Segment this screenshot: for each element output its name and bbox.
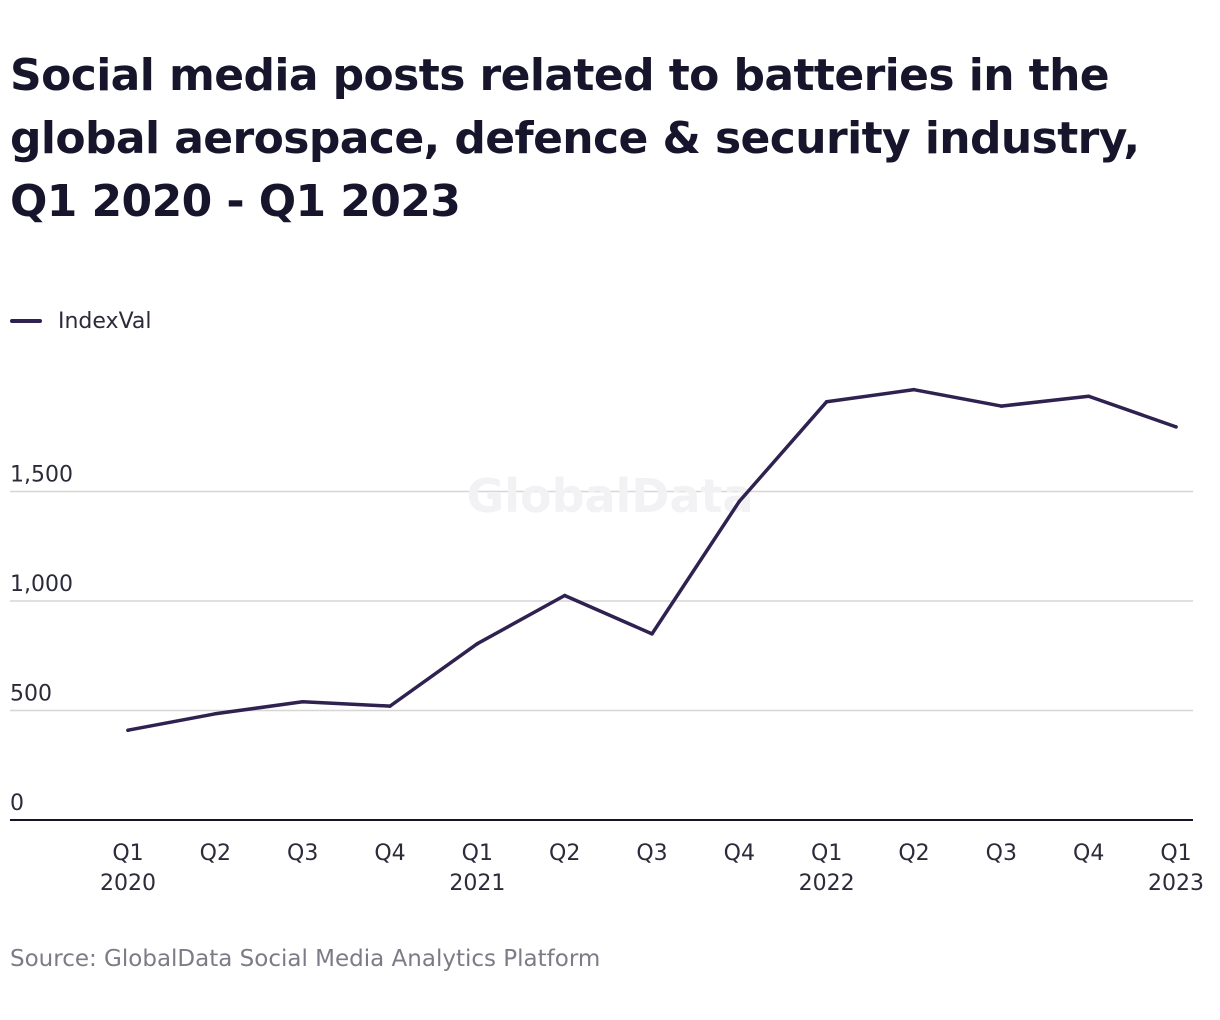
x-tick-label: Q3	[636, 841, 667, 866]
y-tick-label: 500	[10, 682, 52, 707]
gridlines	[10, 490, 1193, 712]
watermark: GlobalData	[466, 469, 753, 523]
x-tick-label: Q1 2021	[449, 841, 505, 896]
legend-label-indexval: IndexVal	[58, 308, 152, 334]
source-note: Source: GlobalData Social Media Analytic…	[10, 946, 601, 972]
x-tick-label: Q1 2022	[799, 841, 855, 896]
x-tick-label: Q4	[724, 841, 755, 866]
data-point	[1086, 394, 1091, 398]
data-point	[650, 632, 654, 636]
x-tick-label: Q2	[549, 841, 580, 866]
x-tick-label: Q2	[200, 841, 231, 866]
legend: IndexVal	[10, 306, 152, 336]
x-tick-label: Q2	[898, 841, 929, 866]
data-point	[737, 499, 742, 504]
data-point	[562, 593, 567, 598]
data-point	[475, 641, 480, 646]
data-point	[912, 387, 916, 392]
series-indexval	[126, 387, 1178, 732]
legend-swatch	[10, 319, 42, 323]
series-line	[126, 387, 1178, 732]
data-point	[824, 399, 829, 404]
chart-title: Social media posts related to batteries …	[10, 50, 1140, 227]
data-point	[300, 699, 305, 704]
data-point	[388, 704, 392, 708]
x-tick-label: Q1 2020	[100, 841, 156, 896]
data-point	[1174, 425, 1178, 429]
y-axis-ticks: 0 500 1,000 1,500	[10, 463, 73, 817]
data-point	[213, 712, 218, 716]
x-tick-label: Q4	[374, 841, 405, 866]
y-tick-label: 0	[10, 791, 24, 816]
y-tick-label: 1,000	[10, 572, 73, 597]
x-tick-label: Q1 2023	[1148, 841, 1204, 896]
data-point	[126, 728, 130, 732]
data-point	[999, 404, 1004, 408]
x-tick-label: Q3	[986, 841, 1017, 866]
y-tick-label: 1,500	[10, 463, 73, 488]
x-axis-ticks: Q1 2020 Q2 Q3 Q4 Q1 2021 Q2 Q3 Q4 Q1 2022 Q2 Q3 Q4 Q1 20…	[100, 841, 1204, 896]
x-tick-label: Q4	[1073, 841, 1104, 866]
x-tick-label: Q3	[287, 841, 318, 866]
